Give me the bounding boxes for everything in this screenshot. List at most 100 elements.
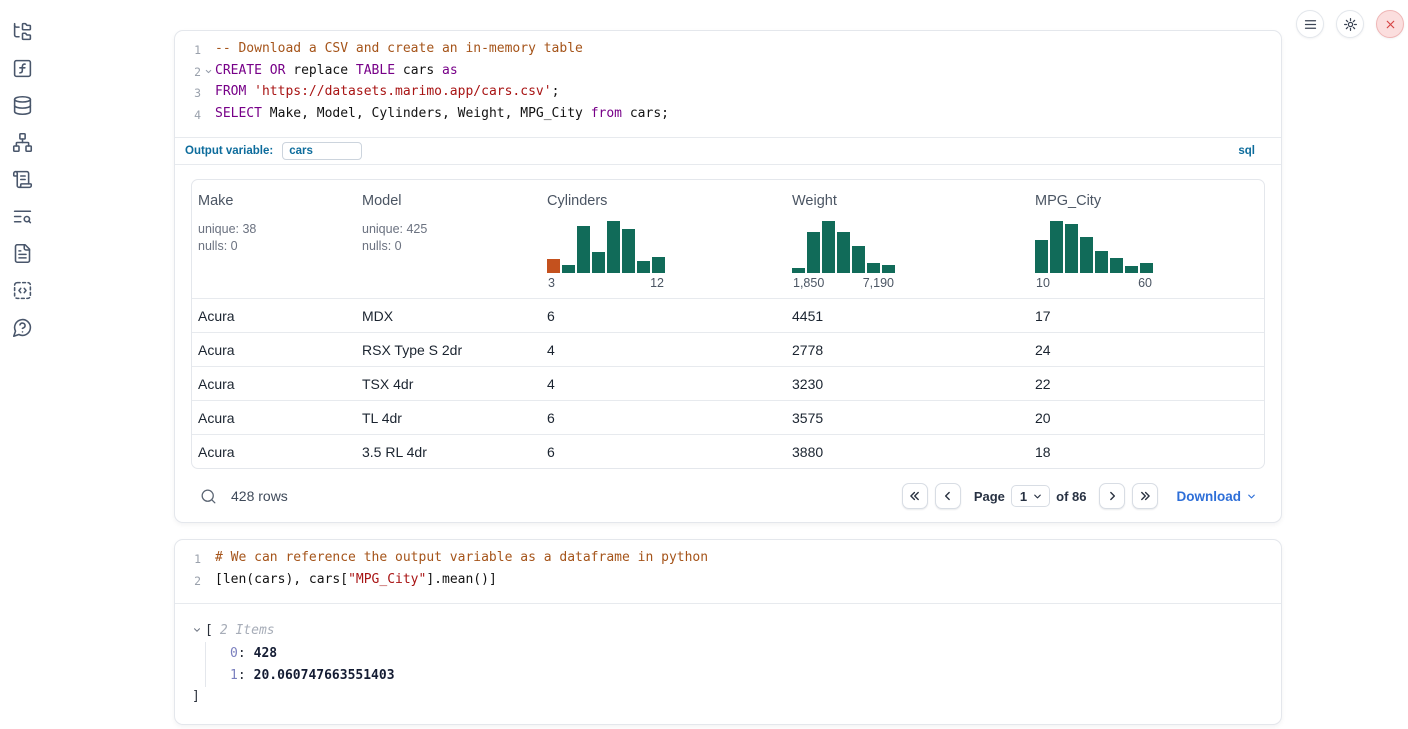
column-stats: unique: 425 nulls: 0 (362, 221, 533, 254)
first-page-button[interactable] (901, 483, 928, 509)
sidebar-item-snippets[interactable] (12, 280, 33, 301)
histogram-bar (562, 265, 575, 273)
histogram-bar (577, 226, 590, 273)
page-select-value: 1 (1019, 488, 1028, 504)
download-button[interactable]: Download (1177, 489, 1258, 504)
python-output: [ 2 Items 0:428 1:20.060747663551403 ] (175, 603, 1281, 724)
sidebar-item-data-sources[interactable] (12, 95, 33, 116)
table-cell: 2778 (792, 341, 824, 358)
histogram-bar (1050, 221, 1063, 273)
search-icon[interactable] (199, 487, 218, 506)
help-chat-icon (12, 317, 33, 338)
table-cell: TL 4dr (362, 409, 402, 426)
last-page-button[interactable] (1131, 483, 1158, 509)
python-code-editor[interactable]: 1 # We can reference the output variable … (175, 540, 1281, 603)
code-text: SELECT Make, Model, Cylinders, Weight, M… (215, 105, 669, 121)
function-square-icon (12, 58, 33, 79)
code-text: CREATE OR replace TABLE cars as (215, 62, 458, 78)
histogram-bar (1095, 251, 1108, 273)
close-icon (1384, 18, 1397, 31)
language-badge[interactable]: sql (1238, 145, 1255, 157)
sql-code-editor[interactable]: 1 -- Download a CSV and create an in-memo… (175, 31, 1281, 137)
collapse-toggle-icon[interactable] (192, 625, 202, 635)
sidebar-item-dependency-graph[interactable] (12, 132, 33, 153)
sidebar-item-variables[interactable] (12, 58, 33, 79)
table-cell: 3575 (792, 409, 824, 426)
histogram-bar (1080, 237, 1093, 273)
table-cell: Acura (198, 409, 235, 426)
table-cell: 3.5 RL 4dr (362, 443, 427, 460)
table-cell: 6 (547, 443, 555, 460)
table-row: Acura RSX Type S 2dr 4 2778 24 (192, 332, 1264, 366)
code-text: FROM 'https://datasets.marimo.app/cars.c… (215, 84, 560, 99)
prev-page-button[interactable] (934, 483, 961, 509)
sql-cell: 1 -- Download a CSV and create an in-memo… (174, 30, 1282, 523)
histogram-bar (1125, 266, 1138, 273)
menu-button[interactable] (1296, 10, 1324, 38)
column-stats: unique: 38 nulls: 0 (198, 221, 348, 254)
sidebar-item-help[interactable] (12, 317, 33, 338)
table-cell: 18 (1035, 443, 1051, 460)
column-header-mpg_city: MPG_City 10 60 (1029, 180, 1264, 298)
chevron-down-icon (1032, 491, 1043, 502)
row-count: 428 rows (231, 488, 288, 504)
code-line[interactable]: 2 CREATE OR replace TABLE cars as (175, 61, 1281, 83)
table-cell: 6 (547, 409, 555, 426)
histogram-bar (837, 232, 850, 273)
sidebar-item-file-explorer[interactable] (12, 21, 33, 42)
histogram-bar (1140, 263, 1153, 273)
output-variable-input[interactable] (282, 142, 363, 160)
tree-entry-value: 428 (253, 645, 278, 661)
line-number: 1 (194, 552, 201, 566)
table-cell: 6 (547, 307, 555, 324)
sidebar-item-search[interactable] (12, 206, 33, 227)
table-row: Acura TL 4dr 6 3575 20 (192, 400, 1264, 434)
sidebar-item-logs[interactable] (12, 169, 33, 190)
histogram-bar (807, 232, 820, 273)
histogram-axis-labels: 1,850 7,190 (792, 276, 895, 290)
table-row: Acura MDX 6 4451 17 (192, 298, 1264, 332)
scroll-text-icon (12, 169, 33, 190)
code-line[interactable]: 4 SELECT Make, Model, Cylinders, Weight, … (175, 104, 1281, 126)
table-footer: 428 rows Page 1 of 86 Download (191, 469, 1265, 522)
column-stat-line: unique: 38 (198, 222, 257, 236)
column-name[interactable]: Make (198, 193, 234, 209)
next-page-button[interactable] (1098, 483, 1125, 509)
histogram-bars (1035, 221, 1153, 273)
fold-toggle-icon[interactable] (201, 61, 215, 83)
tree-entry-colon: : (237, 645, 246, 661)
table-output: Make unique: 38 nulls: 0 Model unique: 425 nu… (175, 165, 1281, 522)
list-search-icon (12, 206, 33, 227)
code-line[interactable]: 2 [len(cars), cars["MPG_City"].mean()] (175, 570, 1281, 592)
histogram-bar (1035, 240, 1048, 273)
table-cell: TSX 4dr (362, 375, 414, 392)
column-stat-line: nulls: 0 (198, 238, 238, 253)
column-header-cylinders: Cylinders 3 12 (541, 180, 786, 298)
shutdown-button[interactable] (1376, 10, 1404, 38)
page-select[interactable]: 1 (1010, 485, 1051, 507)
column-header-model: Model unique: 425 nulls: 0 (356, 180, 541, 298)
table-cell: 3230 (792, 375, 824, 392)
sidebar-item-documentation[interactable] (12, 243, 33, 264)
column-name[interactable]: Model (362, 193, 402, 209)
column-header-weight: Weight 1,850 7,190 (786, 180, 1029, 298)
table-cell: 24 (1035, 341, 1051, 358)
histogram-bar (607, 221, 620, 273)
code-line[interactable]: 3 FROM 'https://datasets.marimo.app/cars.… (175, 82, 1281, 104)
code-text: # We can reference the output variable a… (215, 550, 709, 565)
histogram-max-label: 7,190 (862, 276, 894, 290)
histogram-min-label: 10 (1036, 276, 1050, 290)
table-cell: Acura (198, 341, 235, 358)
download-label: Download (1176, 488, 1242, 504)
column-name[interactable]: Cylinders (547, 193, 608, 209)
histogram-max-label: 12 (650, 276, 664, 290)
table-cell: Acura (198, 375, 235, 392)
code-line[interactable]: 1 # We can reference the output variable … (175, 548, 1281, 570)
settings-button[interactable] (1336, 10, 1364, 38)
tree-entry-key: 0 (230, 645, 238, 661)
column-name[interactable]: MPG_City (1035, 193, 1102, 209)
code-line[interactable]: 1 -- Download a CSV and create an in-memo… (175, 39, 1281, 61)
column-stat-line: nulls: 0 (362, 238, 402, 253)
fold-gutter (201, 548, 215, 570)
column-name[interactable]: Weight (792, 193, 837, 209)
